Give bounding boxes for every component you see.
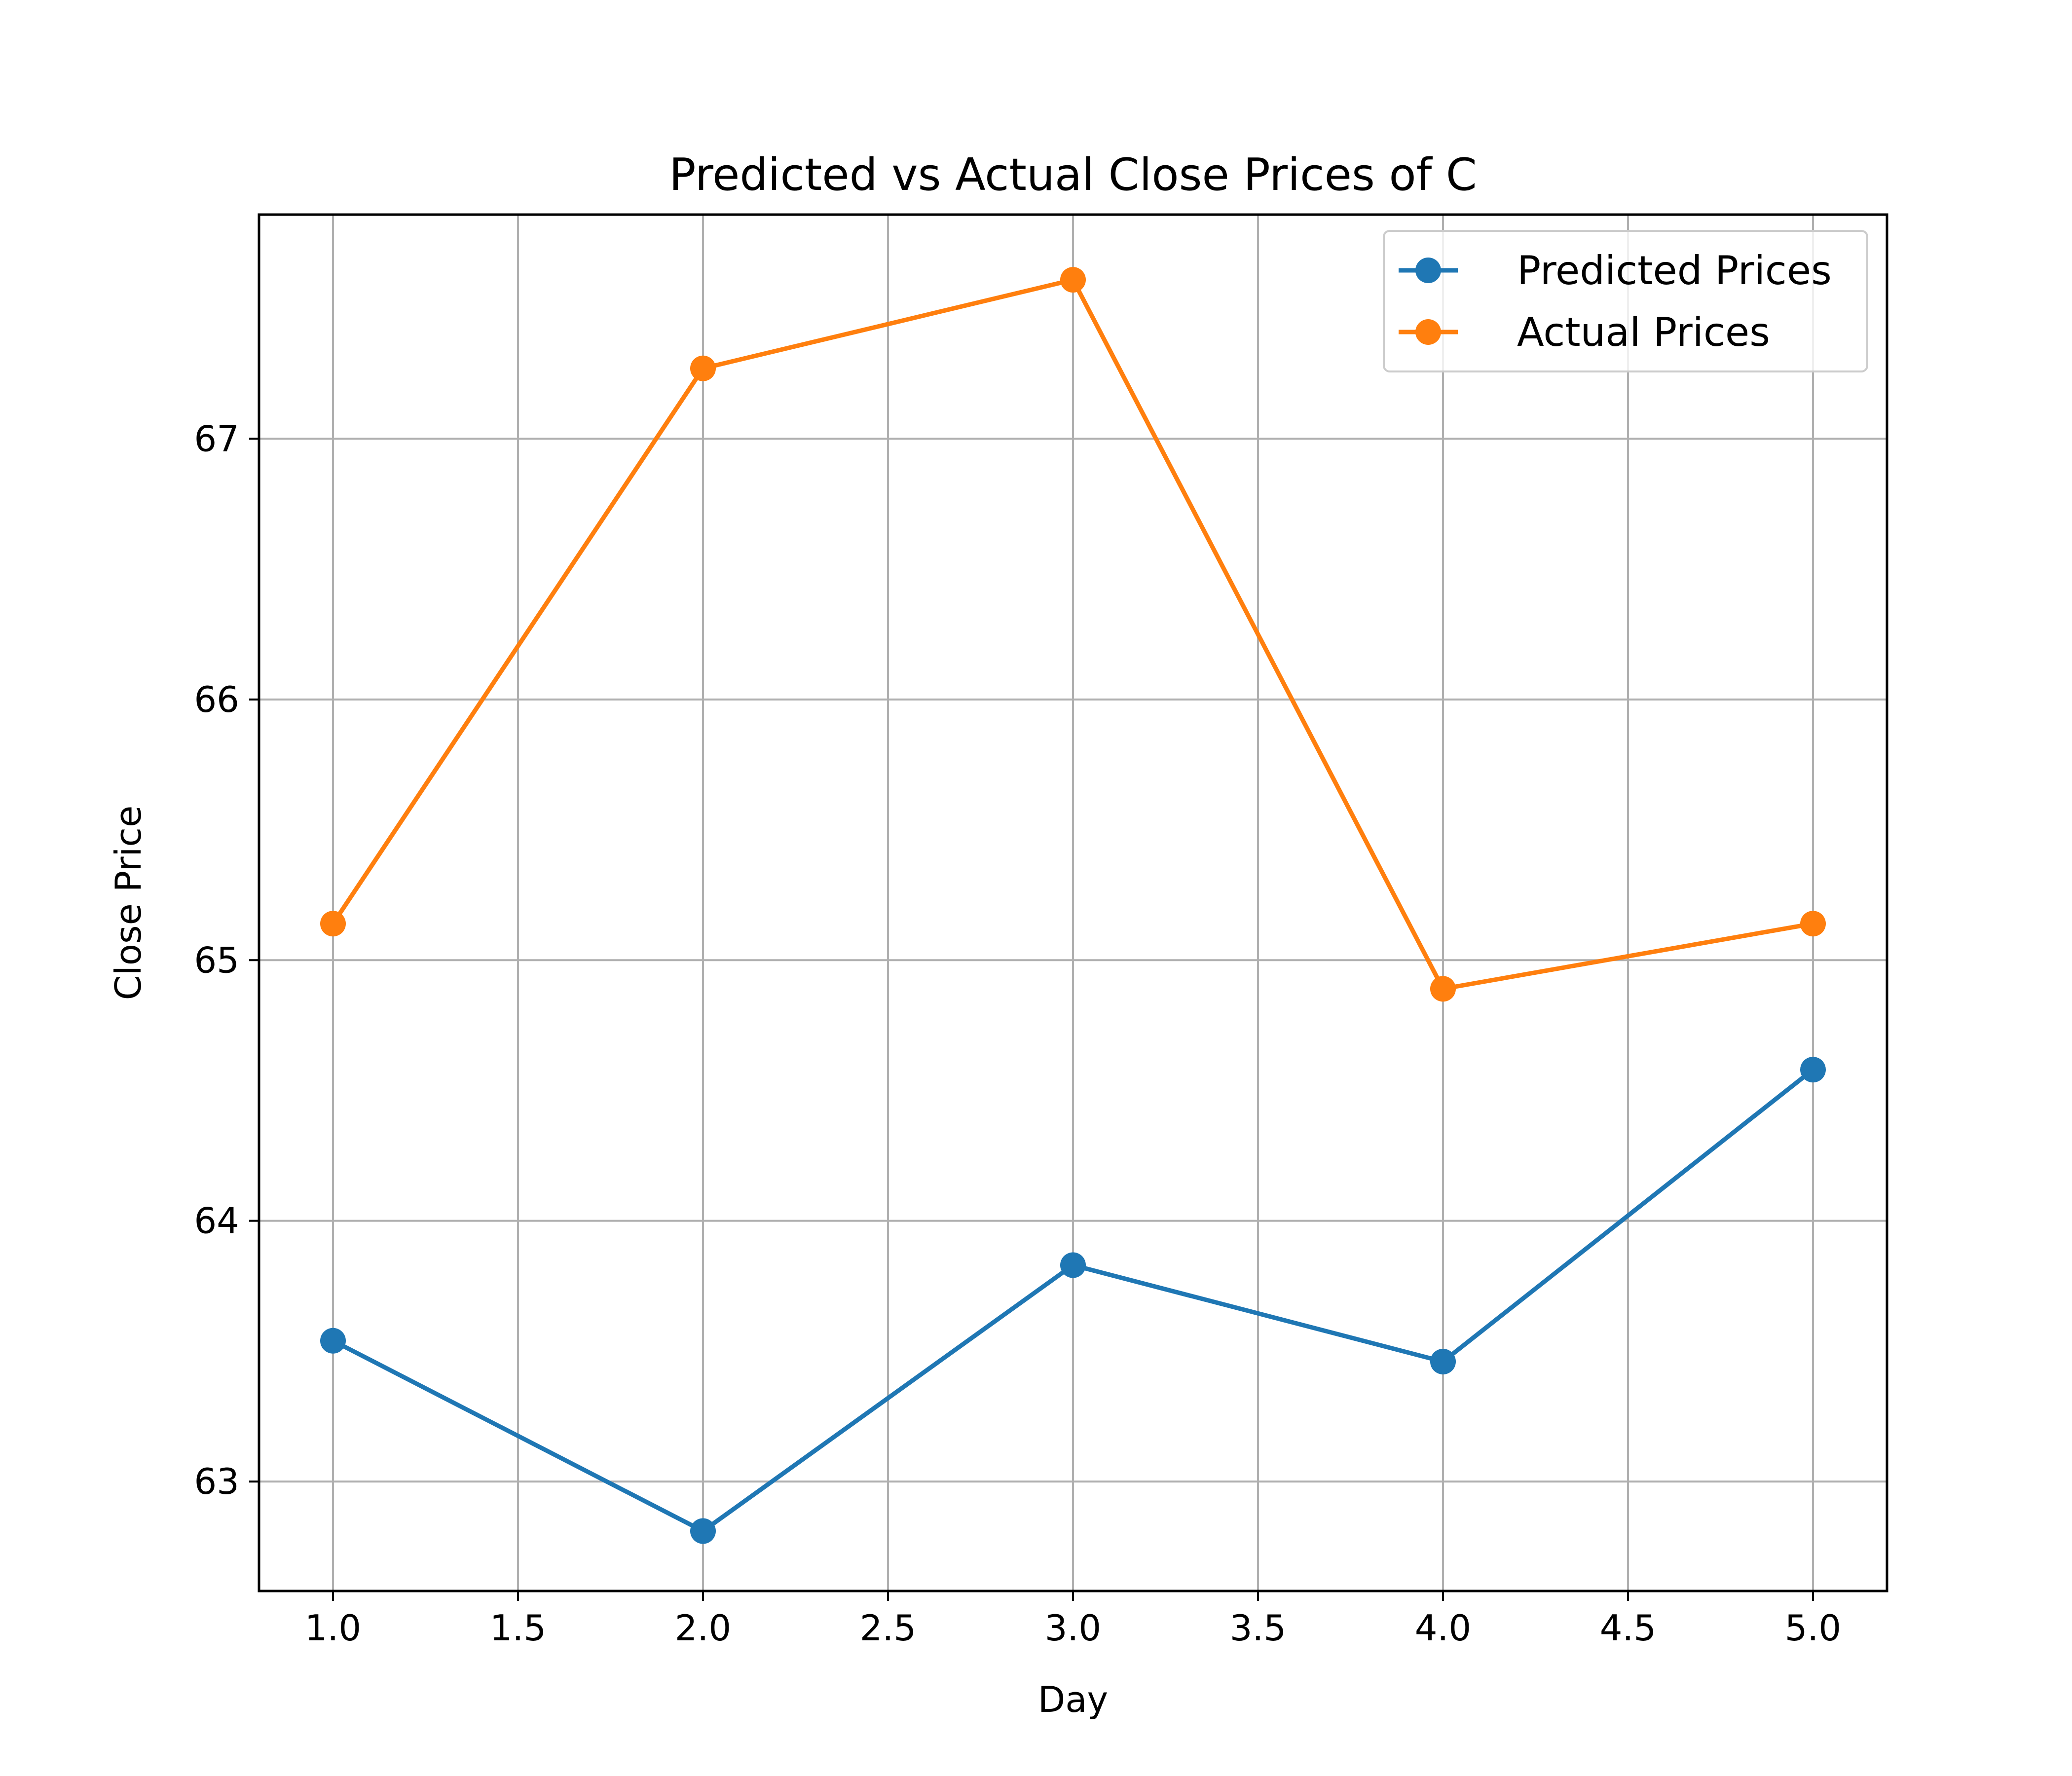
- x-tick-label: 2.5: [860, 1607, 917, 1649]
- legend-label: Predicted Prices: [1517, 248, 1832, 294]
- legend: Predicted Prices Actual Prices: [1383, 230, 1868, 372]
- data-point: [1060, 1252, 1086, 1278]
- x-tick-label: 5.0: [1785, 1607, 1842, 1649]
- data-point: [1430, 976, 1456, 1002]
- legend-marker: [1415, 319, 1441, 345]
- data-point: [320, 1328, 346, 1354]
- y-tick-label: 65: [194, 939, 239, 981]
- series-predicted: [320, 1057, 1826, 1544]
- x-tick-label: 1.5: [490, 1607, 547, 1649]
- x-tick-label: 1.0: [305, 1607, 362, 1649]
- series-actual: [320, 267, 1826, 1002]
- y-tick-label: 66: [194, 679, 239, 720]
- y-tick-label: 67: [194, 418, 239, 459]
- data-point: [1800, 911, 1826, 937]
- data-point: [1060, 267, 1086, 293]
- data-point: [320, 911, 346, 937]
- legend-label: Actual Prices: [1517, 309, 1770, 355]
- data-point: [1800, 1057, 1826, 1083]
- x-tick-label: 4.0: [1415, 1607, 1472, 1649]
- chart-title: Predicted vs Actual Close Prices of C: [669, 149, 1477, 201]
- legend-box: [1383, 230, 1868, 372]
- series-layer: [320, 267, 1826, 1544]
- data-point: [690, 1518, 716, 1544]
- legend-marker: [1415, 258, 1441, 283]
- x-axis-label: Day: [1038, 1679, 1108, 1720]
- x-tick-label: 2.0: [675, 1607, 732, 1649]
- grid: [259, 215, 1887, 1591]
- x-tick-label: 3.0: [1045, 1607, 1102, 1649]
- y-tick-label: 63: [194, 1461, 239, 1502]
- x-tick-label: 3.5: [1230, 1607, 1287, 1649]
- data-point: [1430, 1349, 1456, 1374]
- x-tick-label: 4.5: [1600, 1607, 1657, 1649]
- data-point: [690, 355, 716, 381]
- ticks: 1.0 1.5 2.0 2.5 3.0 3.5 4.0 4.5 5.0 63 64 65 66 67: [194, 418, 1841, 1649]
- y-axis-label: Close Price: [108, 806, 149, 1000]
- y-tick-label: 64: [194, 1200, 239, 1242]
